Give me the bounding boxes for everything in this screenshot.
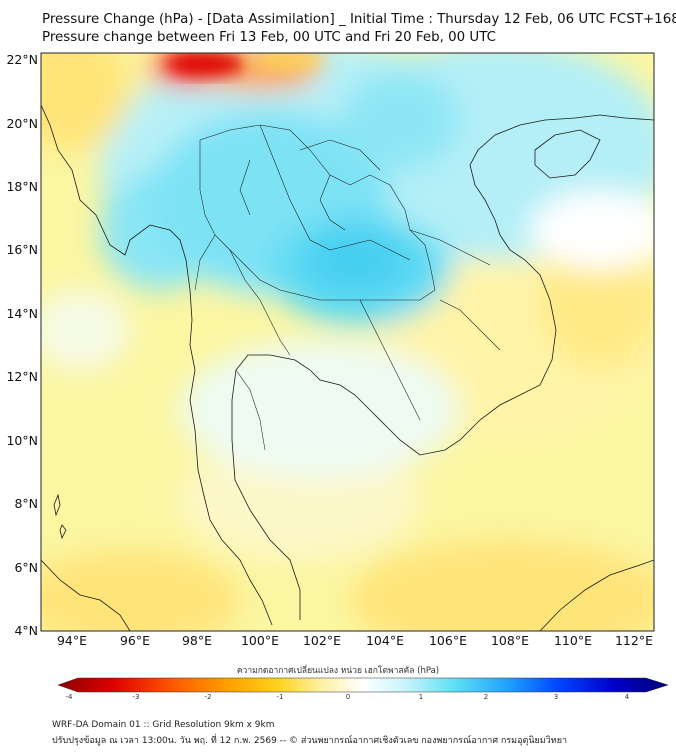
map-frame <box>40 52 655 632</box>
lat-label: 12°N <box>6 369 38 384</box>
footer-credit: ปรับปรุงข้อมูล ณ เวลา 13:00น. วัน พฤ. ที… <box>52 736 568 746</box>
lat-label: 22°N <box>6 52 38 67</box>
lon-label: 108°E <box>490 633 529 648</box>
colorbar-label: ความกดอากาศเปลี่ยนแปลง หน่วย เฮกโตพาสคัล… <box>236 666 440 676</box>
lon-label: 102°E <box>302 633 341 648</box>
footer-model-info: WRF-DA Domain 01 :: Grid Resolution 9km … <box>52 720 275 730</box>
lon-label: 104°E <box>365 633 404 648</box>
colorbar-tick: -4 <box>65 693 73 701</box>
lon-label: 98°E <box>181 633 213 648</box>
map-subtitle: Pressure change between Fri 13 Feb, 00 U… <box>42 30 496 45</box>
lat-label: 16°N <box>6 242 38 257</box>
colorbar-tick: -2 <box>204 693 212 701</box>
map-title: Pressure Change (hPa) - [Data Assimilati… <box>42 12 676 27</box>
lon-label: 100°E <box>240 633 279 648</box>
colorbar-tick: -1 <box>276 693 284 701</box>
lon-label: 94°E <box>56 633 88 648</box>
pressure-field <box>41 53 654 631</box>
lon-label: 96°E <box>119 633 151 648</box>
lat-label: 18°N <box>6 179 38 194</box>
lat-label: 6°N <box>14 560 38 575</box>
lat-label: 20°N <box>6 116 38 131</box>
lat-label: 14°N <box>6 306 38 321</box>
colorbar-tick: 1 <box>418 693 424 701</box>
colorbar-tick: -3 <box>132 693 140 701</box>
borders <box>194 124 501 451</box>
colorbar-tick: 0 <box>345 693 351 701</box>
lat-label: 4°N <box>14 623 38 638</box>
colorbar-tick: 4 <box>624 693 630 701</box>
colorbar-tick: 2 <box>483 693 489 701</box>
lon-label: 110°E <box>553 633 592 648</box>
lat-label: 10°N <box>6 433 38 448</box>
coastlines <box>41 104 654 631</box>
colorbar-tick: 3 <box>553 693 559 701</box>
lon-label: 106°E <box>428 633 467 648</box>
lon-label: 112°E <box>614 633 653 648</box>
lat-label: 8°N <box>14 496 38 511</box>
